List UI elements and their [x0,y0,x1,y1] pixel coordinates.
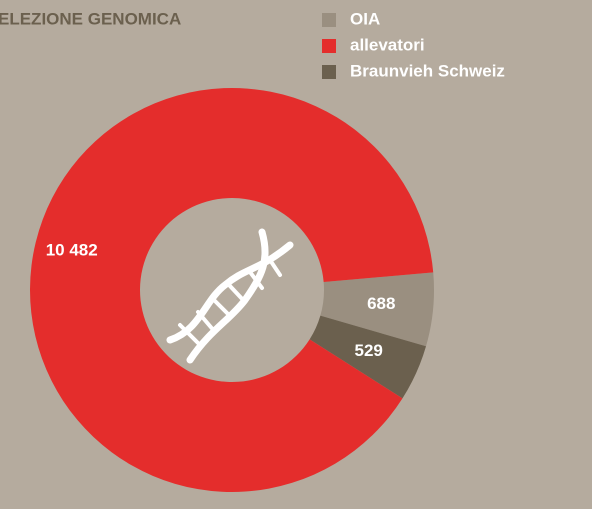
donut-slice [30,87,434,492]
donut [30,87,434,492]
legend: OIA allevatori Braunvieh Schweiz [322,9,505,80]
legend-swatch [322,13,336,27]
dna-rung [178,258,282,347]
legend-swatch [322,39,336,53]
legend-swatch [322,65,336,79]
donut-slice [309,315,427,399]
donut-slice [320,272,434,347]
dna-icon [166,228,294,364]
legend-label: allevatori [350,35,425,54]
data-label: 688 [367,294,395,313]
data-label: 10 482 [46,240,98,259]
legend-label: OIA [350,9,380,28]
chart-title: ELEZIONE GENOMICA [0,9,181,28]
legend-label: Braunvieh Schweiz [350,61,505,80]
data-label: 529 [355,341,383,360]
